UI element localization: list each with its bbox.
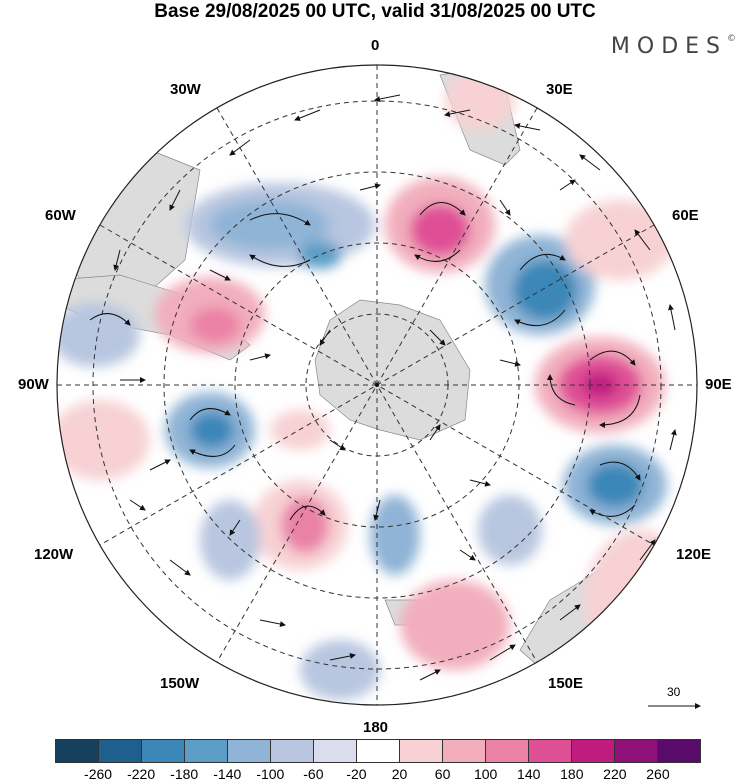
- colorbar-swatch: [228, 740, 271, 762]
- colorbar-swatch: [314, 740, 357, 762]
- colorbar-swatch: [443, 740, 486, 762]
- colorbar-tick-label: -180: [170, 766, 199, 782]
- lon-label-150w: 150W: [160, 675, 200, 692]
- brand-mark: ©: [727, 34, 736, 44]
- colorbar-swatch: [400, 740, 443, 762]
- colorbar-swatch: [271, 740, 314, 762]
- colorbar-swatch: [185, 740, 228, 762]
- colorbar-swatch: [572, 740, 615, 762]
- lon-label-120e: 120E: [676, 546, 712, 563]
- colorbar-tick-label: 260: [646, 766, 670, 782]
- brand-logo: MODES©: [611, 34, 736, 59]
- lon-label-30e: 30E: [546, 81, 573, 98]
- brand-text: MODES: [610, 34, 727, 59]
- lon-label-60e: 60E: [672, 207, 699, 224]
- colorbar-tick-label: -20: [346, 766, 367, 782]
- wind-vectors: [89, 94, 677, 681]
- lon-label-90w: 90W: [18, 376, 49, 393]
- south-pole-marker: [375, 383, 379, 387]
- map-boundary: [56, 64, 698, 706]
- map-title: Base 29/08/2025 00 UTC, valid 31/08/2025…: [154, 1, 596, 22]
- colorbar-swatch: [658, 740, 700, 762]
- colorbar-tick-label: 140: [517, 766, 541, 782]
- colorbar-tick-label: 20: [391, 766, 408, 782]
- lon-label-120w: 120W: [34, 546, 74, 563]
- colorbar-swatch: [142, 740, 185, 762]
- reference-vector-value: 30: [667, 685, 681, 699]
- colorbar-tick-label: 180: [560, 766, 584, 782]
- colorbar-swatch: [99, 740, 142, 762]
- lon-label-30w: 30W: [170, 81, 201, 98]
- colorbar-swatch: [486, 740, 529, 762]
- lon-label-180: 180: [363, 719, 389, 736]
- colorbar-tick-label: -60: [303, 766, 324, 782]
- colorbar-tick-label: 60: [434, 766, 451, 782]
- colorbar-swatch: [615, 740, 658, 762]
- lon-label-150e: 150E: [548, 675, 584, 692]
- lon-label-60w: 60W: [45, 207, 76, 224]
- colorbar-ticks: -260 -220 -180 -140 -100 -60 -20 20 60 100 140 180 2…: [0, 766, 750, 783]
- colorbar: [55, 739, 701, 763]
- colorbar-swatch: [357, 740, 400, 762]
- colorbar-tick-label: -260: [84, 766, 113, 782]
- colorbar-tick-label: 220: [603, 766, 627, 782]
- colorbar-tick-label: 100: [473, 766, 498, 782]
- colorbar-swatch: [529, 740, 572, 762]
- lon-label-90e: 90E: [705, 376, 732, 393]
- colorbar-tick-label: -140: [213, 766, 242, 782]
- colorbar-swatch: [56, 740, 99, 762]
- colorbar-tick-label: -220: [127, 766, 156, 782]
- lon-label-0: 0: [371, 37, 380, 54]
- colorbar-tick-label: -100: [256, 766, 285, 782]
